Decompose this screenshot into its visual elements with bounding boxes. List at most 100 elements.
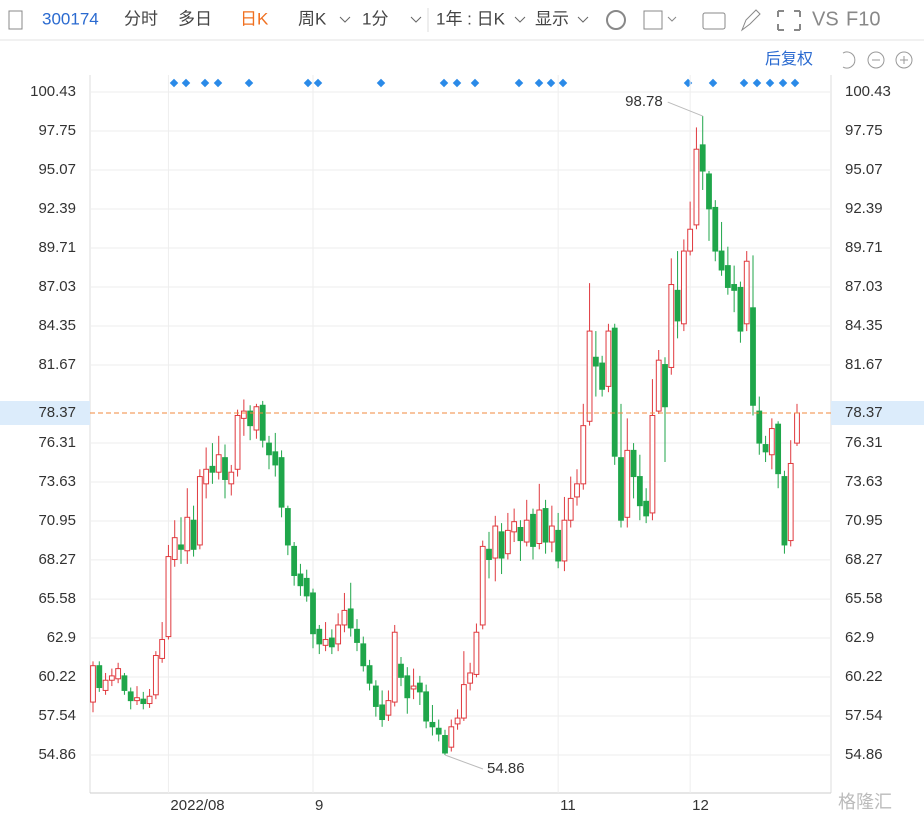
event-marker: [181, 78, 191, 88]
candle-body: [391, 631, 398, 703]
y-tick-label-right: 65.58: [845, 590, 883, 607]
camera-icon[interactable]: [702, 12, 726, 30]
candle-body: [278, 457, 285, 508]
y-tick-label: 70.95: [38, 512, 76, 529]
candle-body: [649, 414, 656, 514]
event-marker: [169, 78, 179, 88]
tab[interactable]: 多日: [178, 9, 212, 28]
candle-body: [511, 521, 518, 533]
adjust-button[interactable]: 后复权: [765, 50, 813, 68]
y-tick-label-right: 57.54: [845, 707, 883, 724]
watermark: 格隆汇: [838, 792, 892, 812]
stock-code[interactable]: 300174: [42, 9, 99, 28]
dropdown[interactable]: [410, 16, 422, 23]
y-tick-label: 54.86: [38, 746, 76, 763]
event-marker: [708, 78, 718, 88]
candle-body: [228, 471, 235, 485]
y-tick-label: 97.75: [38, 122, 76, 139]
candle-body: [662, 364, 668, 408]
candle-body: [152, 655, 159, 696]
candle-body: [743, 260, 750, 325]
dropdown[interactable]: [339, 16, 351, 23]
event-marker: [778, 78, 788, 88]
last-price-label-right: 78.37: [845, 404, 883, 421]
candle-body: [731, 284, 738, 291]
candle-body: [178, 544, 184, 550]
min-label: 54.86: [487, 760, 525, 777]
y-tick-label: 62.9: [47, 629, 76, 646]
candle-body: [643, 500, 650, 517]
settings-icon[interactable]: [606, 10, 626, 30]
event-marker: [303, 78, 313, 88]
candle-body: [668, 284, 675, 368]
tab[interactable]: 分时: [124, 9, 158, 28]
dropdown[interactable]: [577, 16, 589, 23]
candle-body: [316, 628, 323, 645]
max-pointer: [667, 101, 703, 117]
y-tick-label-right: 60.22: [845, 668, 883, 685]
candle-body: [548, 525, 555, 543]
tab-active[interactable]: 日K: [240, 9, 269, 28]
fullscreen-icon[interactable]: [777, 10, 801, 31]
vs-button[interactable]: VS: [812, 8, 839, 30]
zoom-out[interactable]: [867, 51, 885, 69]
candle-body: [203, 468, 210, 485]
candle-body: [266, 442, 272, 456]
candle-body: [768, 428, 775, 456]
candle-body: [580, 425, 587, 485]
box-icon[interactable]: [643, 10, 663, 30]
y-tick-label-right: 81.67: [845, 356, 883, 373]
candle-body: [140, 698, 147, 705]
candle-body: [781, 476, 788, 546]
zoom-in-bar: [900, 56, 908, 64]
event-marker: [452, 78, 462, 88]
event-marker: [558, 78, 568, 88]
candle-body: [291, 545, 298, 576]
event-marker: [790, 78, 800, 88]
tab[interactable]: 显示: [535, 9, 569, 28]
y-tick-label-right: 54.86: [845, 746, 883, 763]
y-tick-label: 92.39: [38, 200, 76, 217]
candle-body: [171, 537, 178, 560]
zoom-in[interactable]: [895, 51, 913, 69]
candle-body: [756, 410, 763, 444]
event-marker: [200, 78, 210, 88]
x-tick-label: 9: [315, 797, 323, 814]
tab[interactable]: 周K: [298, 9, 327, 28]
candle-body: [498, 531, 505, 559]
sidebar-icon[interactable]: [8, 10, 23, 30]
candle-body: [115, 668, 122, 680]
event-marker: [244, 78, 254, 88]
candle-body: [335, 624, 342, 645]
tab[interactable]: 1年 : 日K: [436, 9, 506, 28]
candle-body: [599, 362, 606, 390]
candle-body: [706, 173, 712, 210]
x-tick-label: 2022/08: [170, 797, 224, 814]
candle-body: [542, 508, 549, 543]
candle-body: [486, 548, 492, 560]
y-tick-label: 60.22: [38, 668, 76, 685]
event-marker: [739, 78, 749, 88]
candle-body: [404, 675, 411, 699]
f10-button[interactable]: F10: [846, 8, 880, 30]
draw-icon[interactable]: [740, 9, 761, 32]
candle-body: [750, 307, 756, 406]
candle-body: [121, 675, 128, 691]
candle-body: [347, 608, 354, 629]
dropdown[interactable]: [667, 16, 677, 22]
candle-body: [303, 577, 310, 597]
dropdown[interactable]: [514, 16, 526, 23]
x-tick-label: 11: [560, 797, 576, 814]
candle-body: [328, 637, 335, 648]
candle-body: [680, 250, 687, 325]
x-tick-label: 12: [692, 797, 709, 814]
reset-icon[interactable]: [842, 51, 856, 69]
tab[interactable]: 1分: [362, 9, 388, 28]
candle-body: [240, 410, 247, 419]
y-tick-label: 95.07: [38, 161, 76, 178]
candle-body: [555, 529, 562, 562]
event-marker: [765, 78, 775, 88]
candle-body: [284, 508, 291, 546]
candle-body: [215, 454, 222, 473]
candle-body: [674, 289, 681, 322]
